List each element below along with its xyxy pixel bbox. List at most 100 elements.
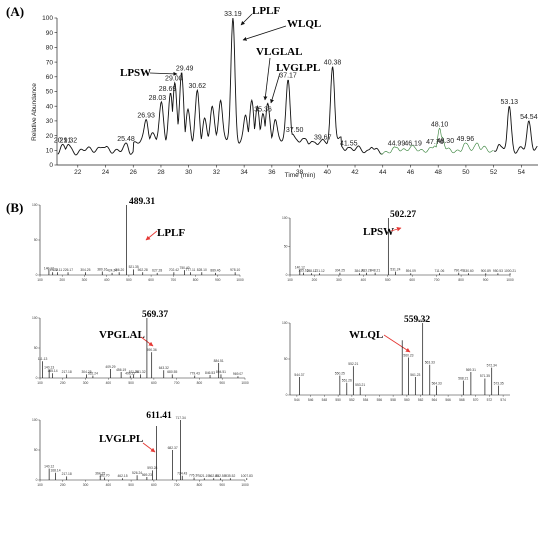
spectrum-x-tick-label: 600: [409, 278, 415, 282]
panel-a-y-tick-label: 30: [46, 118, 54, 125]
spectrum-lplf-arrow: [145, 230, 158, 241]
spectrum-peak-label: 564.33: [432, 381, 442, 385]
spectrum-x-tick-label: 566: [445, 398, 451, 402]
spectrum-lpsw: 502.27 LPSW 100 200 300 400 500 600 700 800 900 1…: [282, 210, 516, 282]
spectrum-peak-label: 627.28: [152, 269, 162, 273]
spectrum-x-tick-label: 568: [459, 398, 465, 402]
spectrum-x-tick-label: 800: [197, 483, 203, 487]
spectrum-lpsw-peptide-label: LPSW: [363, 226, 394, 238]
panel-a-x-tick-label: 50: [462, 169, 470, 176]
spectrum-wlql: 559.32 WLQL 544 546 548 550 552 554 556 558 560 5…: [282, 315, 510, 402]
spectrum-x-tick-label: 200: [60, 483, 66, 487]
spectrum-peak-label: 889.46: [210, 269, 220, 273]
panel-a-x-tick-label: 40: [324, 169, 332, 176]
spectrum-peak-label: 155.14: [48, 369, 58, 373]
spectrum-x-tick-label: 600: [148, 278, 154, 282]
spectrum-peak-label: 702.42: [169, 268, 179, 272]
panel-a-x-tick-label: 22: [74, 169, 82, 176]
spectrum-peak-label: 571.35: [480, 374, 490, 378]
spectrum-peak-label: 384.29: [354, 269, 364, 273]
spectrum-y-tick-label: 0: [286, 393, 288, 397]
spectrum-lplf: 489.31 LPLF 100 200 300 400 500 600 700 800 900 1…: [32, 197, 244, 282]
spectrum-x-tick-label: 300: [336, 278, 342, 282]
panel-a-peak-label: 40.38: [324, 60, 342, 67]
panel-a-peak-label: 28.69: [159, 86, 177, 93]
spectrum-peak-label: 569.23: [142, 473, 152, 477]
spectrum-lvglpl-arrow: [142, 442, 156, 453]
panel-a-peak-label: 41.55: [340, 140, 358, 147]
spectrum-peak-label: 594.09: [406, 269, 416, 273]
panel-a-x-tick-label: 34: [241, 169, 249, 176]
spectrum-y-tick-label: 50: [34, 238, 38, 242]
spectrum-y-tick-label: 100: [32, 418, 38, 422]
spectrum-x-tick-label: 548: [322, 398, 328, 402]
panel-a-x-axis-label: Time (min): [285, 172, 316, 179]
annotation-lplf: LPLF: [252, 5, 280, 17]
panel-a-peak-label: 30.62: [189, 83, 207, 90]
spectrum-peak-label: 776.30: [189, 473, 199, 477]
panel-a-x-tick-label: 44: [379, 169, 387, 176]
panel-a-peak-label: 25.48: [117, 136, 135, 143]
spectrum-peak-label: 364.25: [95, 472, 105, 476]
spectrum-peak-label: 140.12: [44, 464, 54, 468]
spectrum-x-tick-label: 546: [308, 398, 314, 402]
panel-a-y-tick-label: 90: [46, 30, 54, 37]
spectrum-x-tick-label: 564: [432, 398, 438, 402]
spectrum-x-tick-label: 500: [128, 483, 134, 487]
spectrum-peak-label: 544.37: [294, 373, 304, 377]
spectrum-x-tick-label: 700: [174, 381, 180, 385]
panel-a-peak-label: 37.50: [286, 127, 304, 134]
panel-a-y-tick-label: 0: [49, 162, 53, 169]
panel-a-y-tick-label: 50: [46, 89, 54, 96]
spectrum-peak-label: 711.06: [434, 269, 444, 273]
panel-a-x-tick-label: 30: [185, 169, 193, 176]
spectrum-x-tick-label: 300: [83, 381, 89, 385]
spectrum-peak-label: 157.12: [48, 268, 58, 272]
spectrum-wlql-precursor-label: 559.32: [404, 315, 430, 325]
spectrum-x-tick-label: 700: [434, 278, 440, 282]
panel-a-x-tick-label: 28: [157, 169, 165, 176]
panel-a-axes: 22 24 26 28 30 32 34 36 38 40 42 44 46 48 50 52 54 0 10 20 3…: [42, 15, 538, 176]
panel-a-peak-label: 29.49: [176, 65, 194, 72]
chromatogram-trace: [57, 17, 538, 156]
spectrum-y-tick-label: 0: [36, 273, 38, 277]
spectrum-x-tick-label: 800: [458, 278, 464, 282]
panel-a-peak-label: 48.10: [431, 121, 449, 128]
spectrum-x-tick-label: 800: [197, 381, 203, 385]
spectrum-x-tick-label: 700: [171, 278, 177, 282]
spectrum-peak-label: 413.21: [362, 269, 372, 273]
spectrum-x-tick-label: 900: [215, 278, 221, 282]
panel-a-x-tick-label: 36: [268, 169, 276, 176]
spectrum-peak-label: 894.51: [216, 370, 226, 374]
spectrum-x-tick-label: 300: [82, 278, 88, 282]
arrow-lvglpl: [270, 72, 281, 104]
spectrum-peak-label: 332.24: [88, 371, 98, 375]
spectrum-peak-label: 552.21: [348, 362, 358, 366]
spectrum-peak-label: 569.31: [466, 368, 476, 372]
spectrum-peak-label: 562.30: [418, 319, 428, 323]
spectrum-wlql-arrow: [383, 334, 411, 353]
panel-a-peak-label: 53.13: [501, 99, 519, 106]
panel-a-peak-label: 47.76: [426, 139, 444, 146]
spectrum-peak-label: 828.10: [197, 268, 207, 272]
spectrum-peak-label: 188.17: [307, 269, 317, 273]
spectrum-peak-label: 560.23: [403, 353, 413, 357]
spectrum-x-tick-label: 100: [287, 278, 293, 282]
spectrum-peak-label: 380.16: [97, 267, 107, 271]
spectrum-y-tick-label: 0: [286, 273, 288, 277]
panel-a-x-tick-label: 46: [407, 169, 415, 176]
panel-a-letter: (A): [6, 4, 24, 19]
panel-a-chromatogram: (A) Relative Abundance Time (min) 22 24 26…: [6, 4, 538, 179]
spectrum-y-tick-label: 0: [36, 478, 38, 482]
spectrum-peak-label: 456.19: [116, 368, 126, 372]
spectrum-peak-label: 1007.83: [241, 474, 253, 478]
panel-a-y-tick-label: 40: [46, 103, 54, 110]
spectrum-peak-label: 717.34: [176, 416, 186, 420]
spectrum-lvglpl-precursor-label: 611.41: [146, 411, 172, 421]
panel-a-peak-label: 33.19: [224, 11, 242, 18]
spectrum-peak-label: 593.28: [147, 466, 157, 470]
panel-a-x-tick-label: 26: [130, 169, 138, 176]
spectrum-lpsw-precursor-label: 502.27: [390, 210, 416, 220]
panel-a-y-tick-label: 70: [46, 59, 54, 66]
